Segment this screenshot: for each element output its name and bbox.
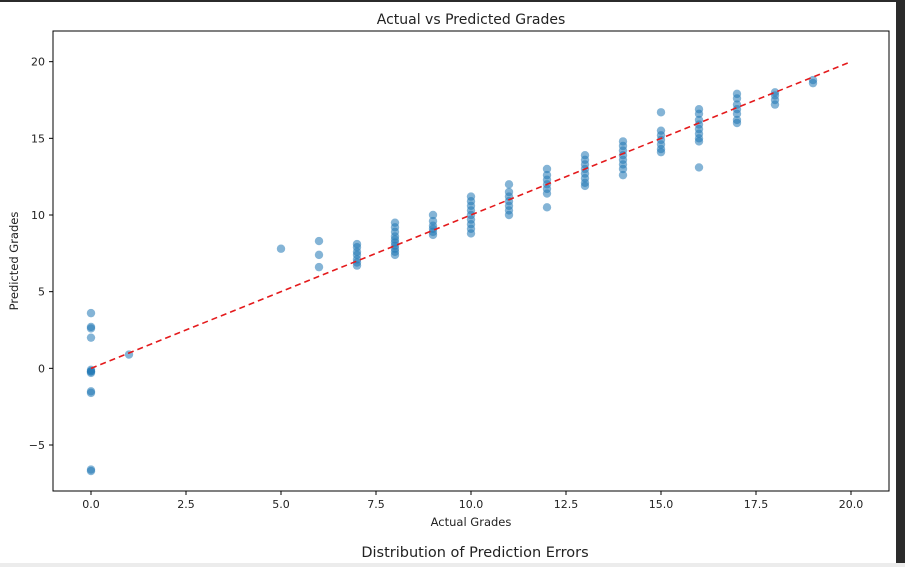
scatter-points xyxy=(86,75,818,476)
y-tick-label: −5 xyxy=(29,439,45,452)
data-point xyxy=(732,94,742,103)
x-tick-label: 17.5 xyxy=(744,498,769,511)
x-tick-label: 10.0 xyxy=(459,498,484,511)
identity-line xyxy=(90,60,852,370)
x-tick-label: 12.5 xyxy=(554,498,579,511)
data-point xyxy=(86,308,96,318)
data-point xyxy=(694,137,704,146)
data-point xyxy=(542,189,552,198)
data-point xyxy=(694,163,704,172)
data-point xyxy=(314,250,324,260)
data-point xyxy=(86,465,96,474)
data-point xyxy=(504,210,514,220)
data-point xyxy=(542,203,552,212)
data-point xyxy=(542,164,552,174)
x-tick-label: 15.0 xyxy=(649,498,674,511)
reference-line xyxy=(90,60,852,370)
x-tick-label: 20.0 xyxy=(839,498,864,511)
data-point xyxy=(580,181,590,191)
data-point xyxy=(732,118,742,128)
data-point xyxy=(390,250,400,260)
x-tick-label: 7.5 xyxy=(367,498,385,511)
data-point xyxy=(352,261,362,270)
plot-area xyxy=(52,30,890,492)
y-tick-label: 15 xyxy=(31,132,45,145)
output-bottom-edge xyxy=(0,563,905,567)
data-point xyxy=(86,388,96,398)
data-point xyxy=(656,108,666,117)
data-point xyxy=(276,244,286,253)
data-point xyxy=(86,333,96,342)
data-point xyxy=(694,109,704,119)
y-tick-label: 20 xyxy=(31,56,45,69)
data-point xyxy=(428,210,438,220)
window-top-border xyxy=(0,0,905,2)
data-point xyxy=(656,147,666,157)
data-point xyxy=(466,229,476,238)
data-point xyxy=(808,78,818,88)
data-point xyxy=(770,100,780,109)
y-tick-label: 5 xyxy=(38,286,45,299)
y-tick-label: 0 xyxy=(38,362,45,375)
data-point xyxy=(428,230,438,240)
axes: 0.0 2.5 5.0 7.5 10.0 12.5 15.0 17.5 20.0 −5 0 5 10 15… xyxy=(29,56,863,511)
data-point xyxy=(618,164,628,174)
x-tick-label: 2.5 xyxy=(177,498,195,511)
data-point xyxy=(732,109,742,119)
data-point xyxy=(314,262,324,272)
chart-title: Actual vs Predicted Grades xyxy=(377,12,566,28)
x-axis-label: Actual Grades xyxy=(431,515,512,529)
data-point xyxy=(618,170,628,180)
scrollbar[interactable] xyxy=(896,0,905,567)
y-tick-label: 10 xyxy=(31,209,45,222)
data-point xyxy=(86,367,96,376)
data-point xyxy=(86,324,96,333)
y-axis-label: Predicted Grades xyxy=(7,212,21,311)
next-chart-title: Distribution of Prediction Errors xyxy=(361,545,589,561)
data-point xyxy=(504,180,514,189)
x-tick-label: 5.0 xyxy=(272,498,290,511)
x-tick-label: 0.0 xyxy=(82,498,100,511)
data-point xyxy=(314,236,324,246)
